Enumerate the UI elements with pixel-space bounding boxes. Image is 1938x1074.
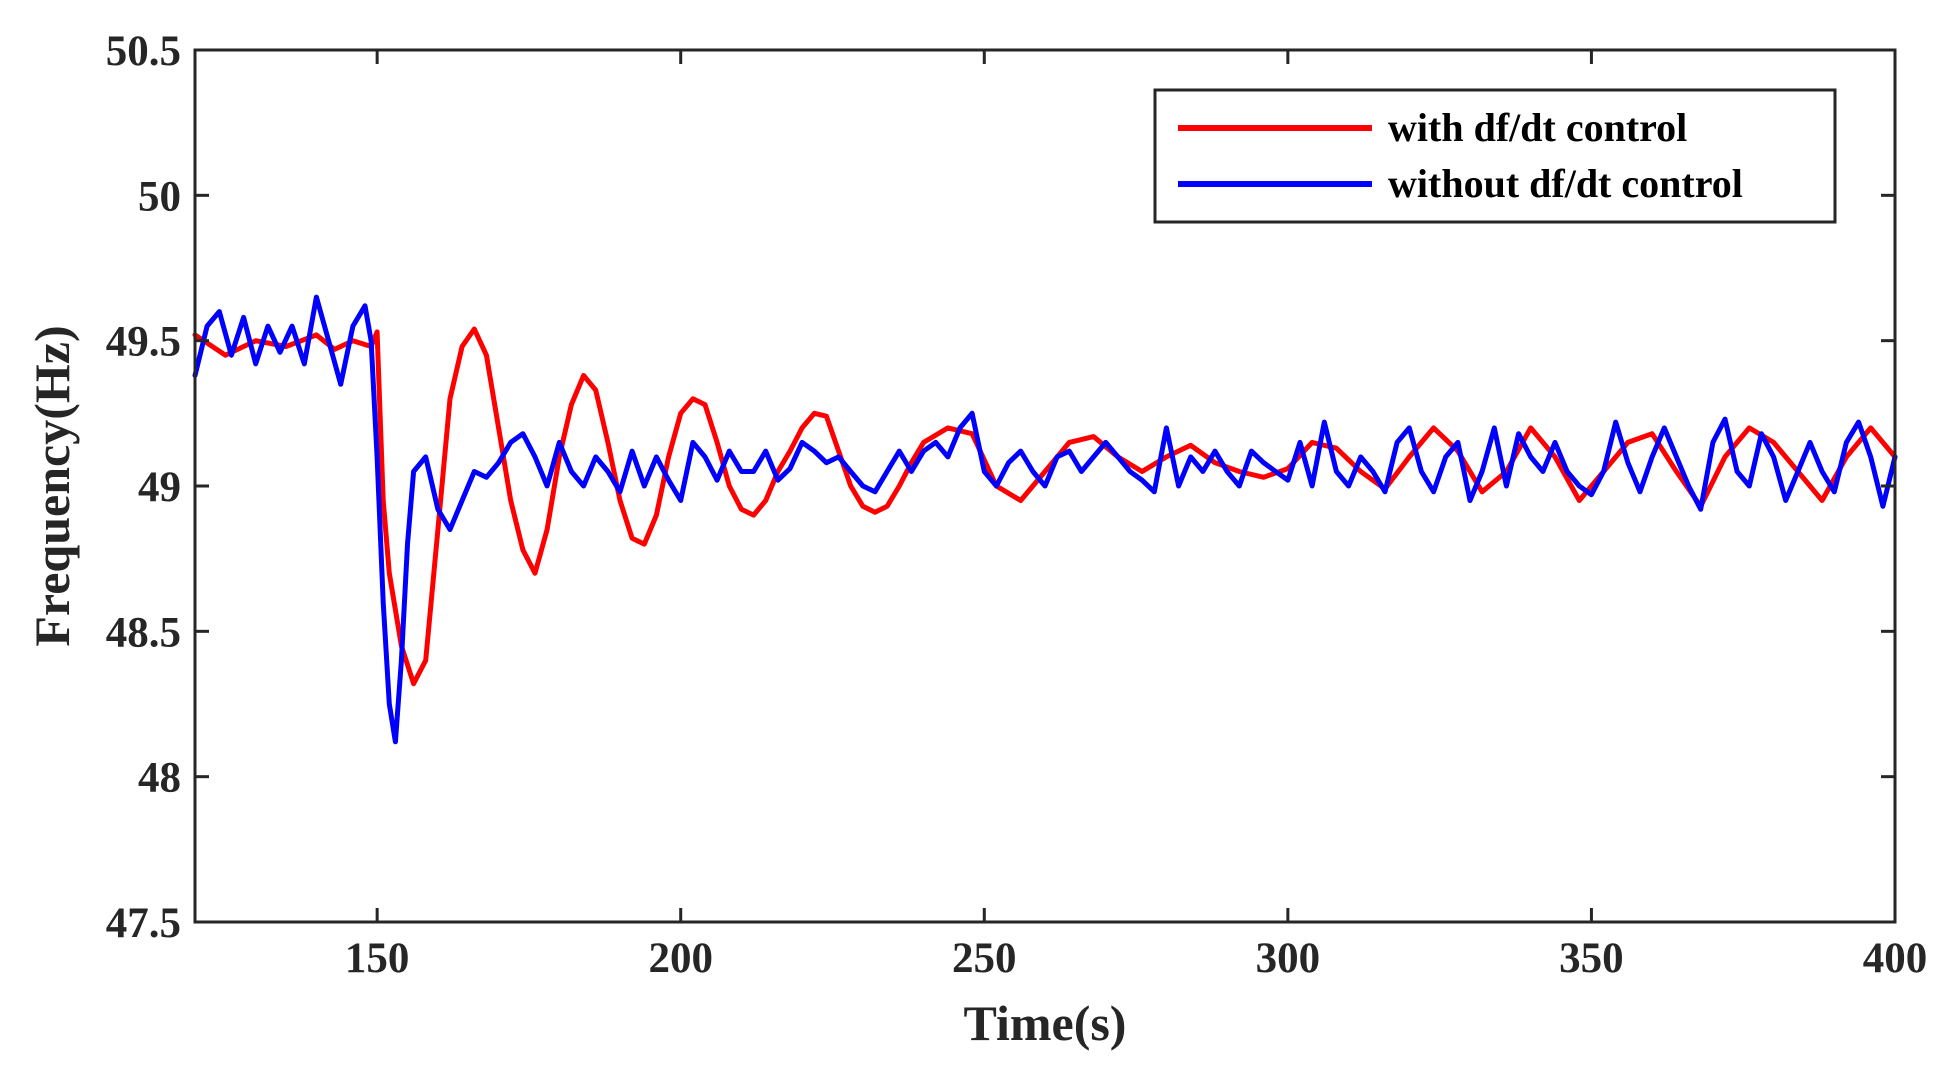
y-tick-label: 48.5 — [106, 609, 181, 656]
series-layer — [192, 294, 1898, 745]
ticks-layer: 150 200 250 300 350 400 47.5 48 48.5 49 49.5 50 50.5 — [106, 28, 1928, 982]
y-tick-label: 50 — [138, 173, 181, 220]
x-tick-label: 300 — [1256, 935, 1321, 982]
x-tick-label: 400 — [1863, 935, 1928, 982]
x-tick-label: 350 — [1559, 935, 1624, 982]
legend: with df/dt control without df/dt control — [1153, 88, 1837, 224]
x-tick-label: 250 — [952, 935, 1017, 982]
y-tick-label: 47.5 — [106, 900, 181, 947]
x-tick-label: 200 — [648, 935, 713, 982]
series-line-without-control — [192, 294, 1898, 745]
x-tick-label: 150 — [345, 935, 410, 982]
legend-label-without-control: without df/dt control — [1388, 161, 1743, 206]
legend-box — [1153, 88, 1837, 224]
y-tick-label: 48 — [138, 755, 181, 802]
x-axis-title: Time(s) — [964, 995, 1127, 1051]
y-axis-title: Frequency(Hz) — [24, 325, 80, 646]
y-tick-label: 49.5 — [106, 319, 181, 366]
legend-label-with-control: with df/dt control — [1388, 105, 1687, 150]
y-tick-label: 50.5 — [106, 28, 181, 75]
y-tick-label: 49 — [138, 464, 181, 511]
